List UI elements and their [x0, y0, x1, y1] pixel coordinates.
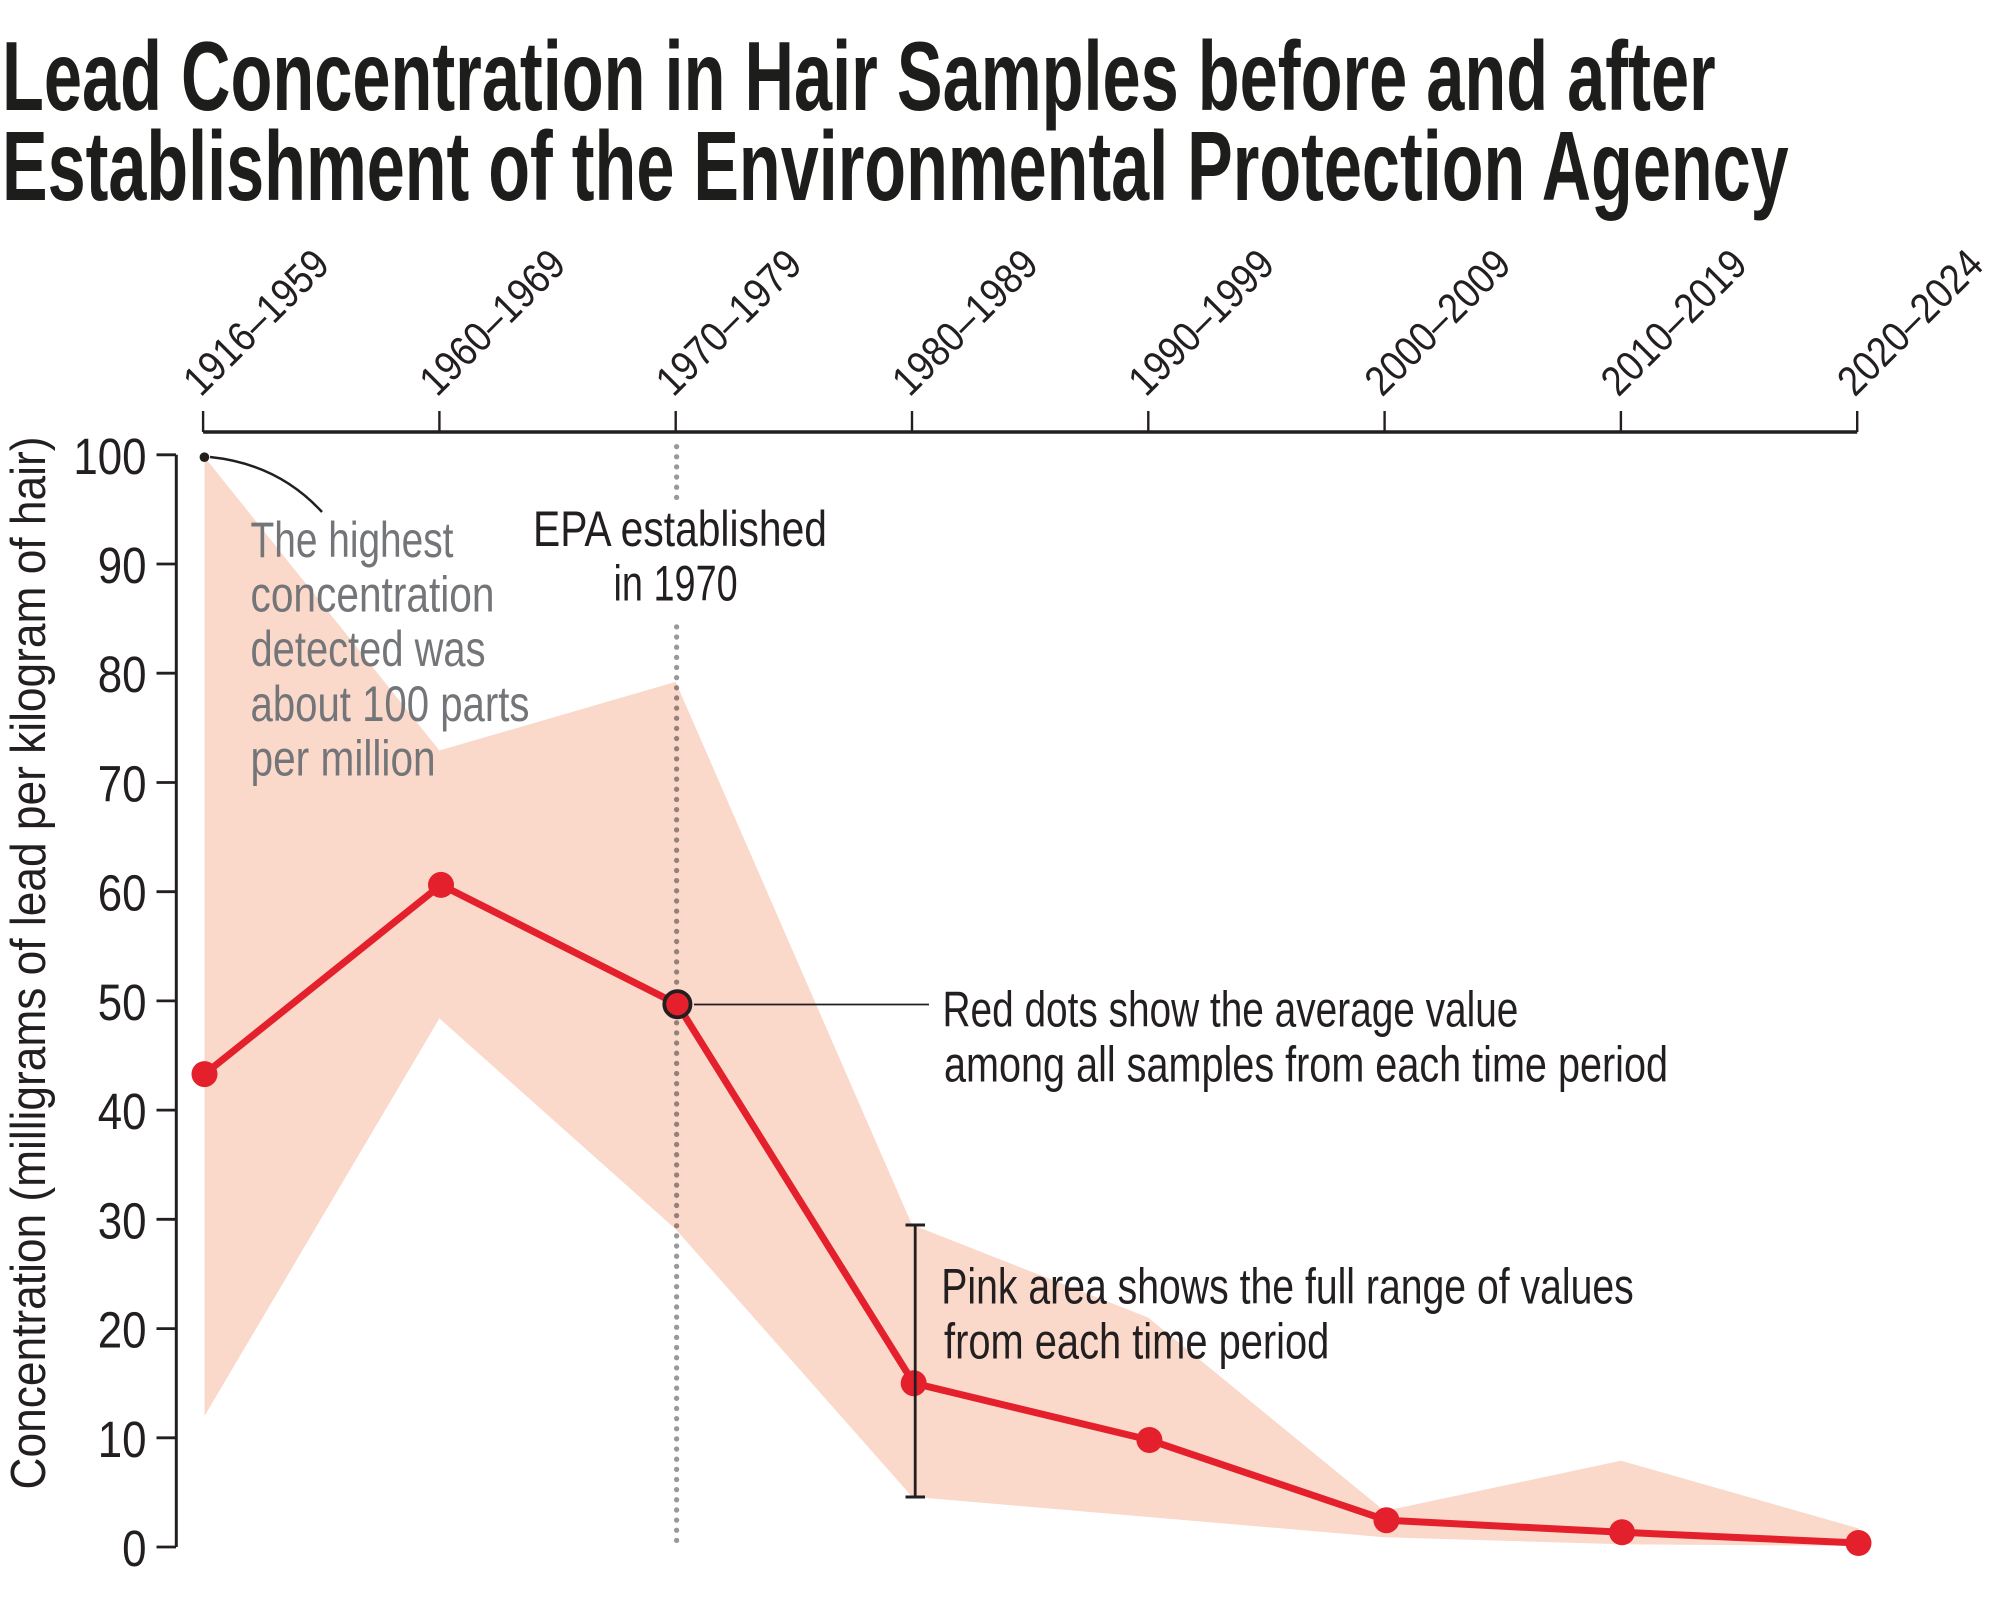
svg-text:60: 60	[98, 866, 147, 923]
svg-text:Lead Concentration in Hair Sam: Lead Concentration in Hair Samples befor…	[2, 21, 1716, 131]
svg-text:Establishment of the Environme: Establishment of the Environmental Prote…	[2, 112, 1789, 221]
svg-text:10: 10	[98, 1412, 147, 1469]
svg-text:about 100 parts: about 100 parts	[251, 676, 530, 732]
svg-text:30: 30	[98, 1193, 147, 1250]
svg-text:Red dots show the average valu: Red dots show the average value	[943, 982, 1519, 1038]
svg-text:detected was: detected was	[251, 621, 486, 677]
svg-text:The highest: The highest	[251, 512, 454, 568]
svg-text:EPA established: EPA established	[533, 501, 827, 557]
svg-text:per million: per million	[251, 730, 436, 786]
svg-text:80: 80	[98, 647, 147, 704]
svg-text:40: 40	[98, 1084, 147, 1141]
svg-text:90: 90	[98, 538, 147, 595]
svg-text:in 1970: in 1970	[614, 557, 738, 612]
svg-text:from each time period: from each time period	[944, 1313, 1329, 1369]
svg-text:70: 70	[98, 756, 147, 813]
svg-text:50: 50	[98, 975, 147, 1032]
svg-text:Pink area shows the full range: Pink area shows the full range of values	[941, 1258, 1633, 1315]
svg-text:100: 100	[73, 429, 146, 486]
svg-text:Concentration (milligrams of l: Concentration (milligrams of lead per ki…	[1, 437, 56, 1490]
svg-text:concentration: concentration	[251, 567, 495, 623]
svg-text:20: 20	[98, 1303, 147, 1360]
svg-text:among all samples from each ti: among all samples from each time period	[944, 1036, 1668, 1093]
svg-text:0: 0	[122, 1521, 146, 1578]
